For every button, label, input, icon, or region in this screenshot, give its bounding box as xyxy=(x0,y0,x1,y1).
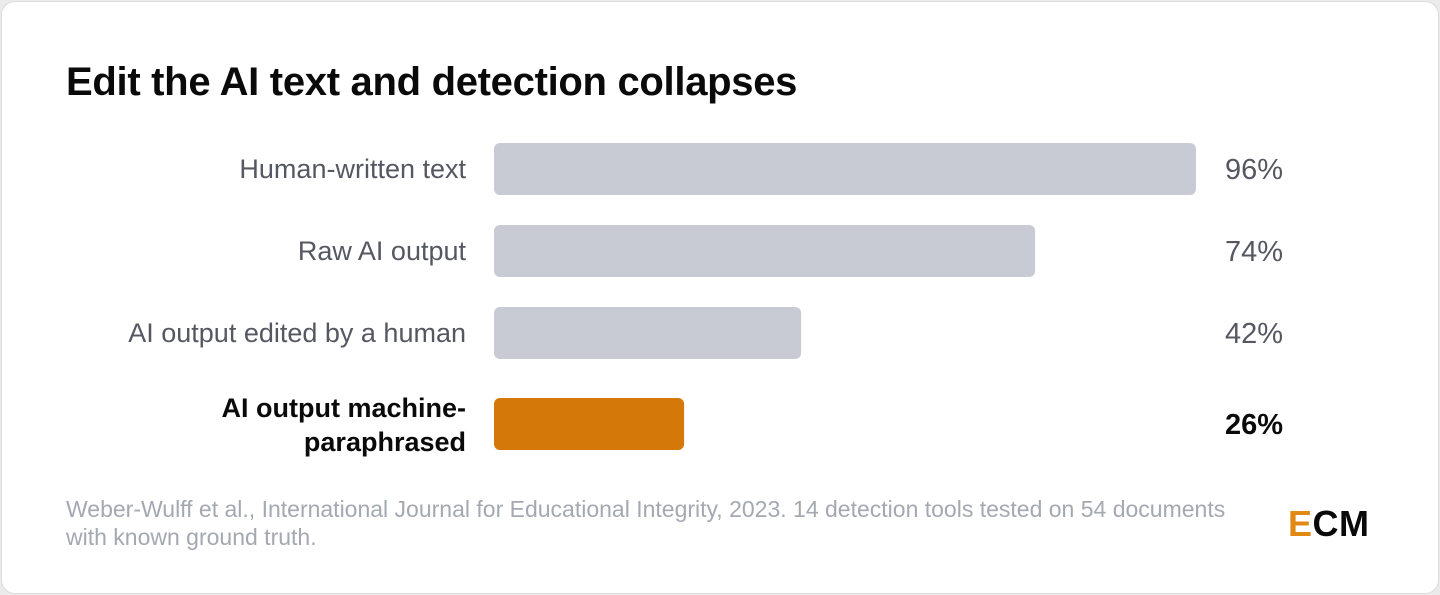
logo-rest: CM xyxy=(1312,503,1370,544)
bar xyxy=(494,398,685,450)
ecm-logo: ECM xyxy=(1288,503,1370,545)
value-label: 42% xyxy=(1225,318,1283,350)
category-label: AI output machine-paraphrased xyxy=(222,393,467,457)
source-note: Weber-Wulff et al., International Journa… xyxy=(66,496,1226,550)
bar xyxy=(494,143,1196,195)
chart-title: Edit the AI text and detection collapses xyxy=(66,60,798,104)
value-label: 96% xyxy=(1225,154,1283,186)
value-label: 26% xyxy=(1225,409,1283,441)
logo-accent-letter: E xyxy=(1288,503,1313,544)
value-label: 74% xyxy=(1225,236,1283,268)
category-label: Raw AI output xyxy=(298,236,467,266)
category-label: AI output edited by a human xyxy=(128,318,466,348)
bar xyxy=(494,307,802,359)
category-label: Human-written text xyxy=(239,154,466,184)
bar xyxy=(494,225,1036,277)
